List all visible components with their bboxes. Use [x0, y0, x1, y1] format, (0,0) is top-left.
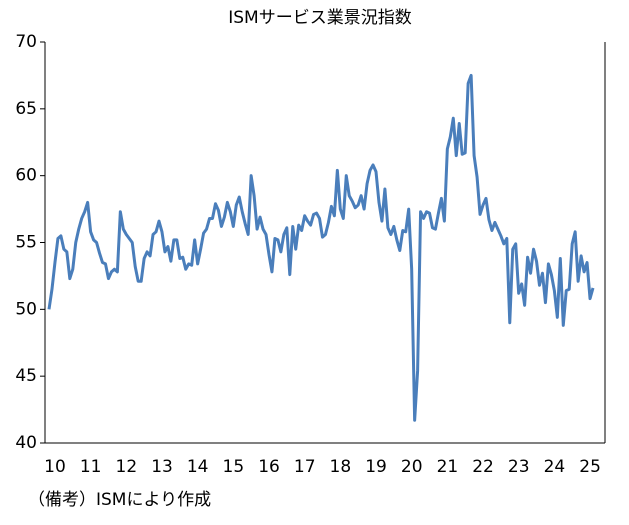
x-tick-label: 19	[365, 457, 387, 477]
data-line	[47, 73, 595, 422]
x-tick-label: 20	[401, 457, 423, 477]
y-tick-label: 50	[15, 299, 37, 319]
y-tick-label: 60	[15, 166, 37, 186]
y-tick-label: 70	[15, 32, 37, 52]
x-tick-label: 16	[258, 457, 280, 477]
x-tick-label: 22	[472, 457, 494, 477]
x-tick-label: 13	[151, 457, 173, 477]
x-tick-label: 18	[330, 457, 352, 477]
x-tick-label: 12	[116, 457, 138, 477]
y-tick-label: 40	[15, 433, 37, 453]
y-tick-label: 45	[15, 366, 37, 386]
x-tick-label: 25	[579, 457, 601, 477]
x-tick-label: 14	[187, 457, 209, 477]
x-tick-label: 24	[544, 457, 566, 477]
x-tick-label: 15	[223, 457, 245, 477]
x-tick-label: 11	[80, 457, 102, 477]
x-tick-label: 21	[437, 457, 459, 477]
x-tick-label: 10	[44, 457, 66, 477]
x-tick-label: 17	[294, 457, 316, 477]
x-tick-label: 23	[508, 457, 530, 477]
source-note: （備考）ISMにより作成	[28, 490, 211, 510]
chart-title: ISMサービス業景況指数	[228, 8, 411, 28]
y-tick-label: 65	[15, 99, 37, 119]
y-tick-label: 55	[15, 233, 37, 253]
